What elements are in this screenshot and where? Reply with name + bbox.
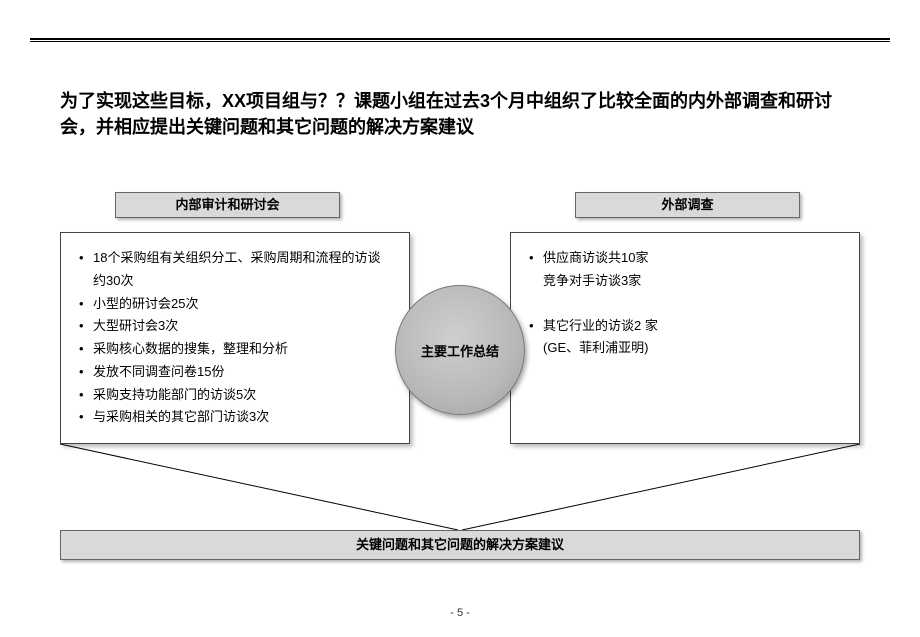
list-item: 发放不同调查问卷15份 xyxy=(79,361,391,384)
list-item: 其它行业的访谈2 家 (GE、菲利浦亚明) xyxy=(529,315,841,361)
header-internal-audit: 内部审计和研讨会 xyxy=(115,192,340,218)
center-circle-summary: 主要工作总结 xyxy=(395,285,525,415)
list-item-line: 其它行业的访谈2 家 xyxy=(543,318,658,333)
page-number: - 5 - xyxy=(0,607,920,619)
right-list-2: 其它行业的访谈2 家 (GE、菲利浦亚明) xyxy=(529,315,841,361)
list-item: 小型的研讨会25次 xyxy=(79,293,391,316)
header-external-survey: 外部调查 xyxy=(575,192,800,218)
spacer xyxy=(529,293,841,315)
top-horizontal-rule xyxy=(30,38,890,42)
list-item-line: 竞争对手访谈3家 xyxy=(543,270,841,293)
bottom-conclusion-bar: 关键问题和其它问题的解决方案建议 xyxy=(60,530,860,560)
list-item: 与采购相关的其它部门访谈3次 xyxy=(79,406,391,429)
list-item: 采购支持功能部门的访谈5次 xyxy=(79,384,391,407)
list-item-line: (GE、菲利浦亚明) xyxy=(543,337,841,360)
list-item: 供应商访谈共10家 竞争对手访谈3家 xyxy=(529,247,841,293)
list-item: 大型研讨会3次 xyxy=(79,315,391,338)
right-list: 供应商访谈共10家 竞争对手访谈3家 xyxy=(529,247,841,293)
list-item-line: 供应商访谈共10家 xyxy=(543,250,648,265)
slide-title: 为了实现这些目标，XX项目组与？？课题小组在过去3个月中组织了比较全面的内外部调… xyxy=(60,88,860,140)
list-item: 采购核心数据的搜集，整理和分析 xyxy=(79,338,391,361)
funnel-connector xyxy=(60,444,860,530)
content-box-left: 18个采购组有关组织分工、采购周期和流程的访谈约30次 小型的研讨会25次 大型… xyxy=(60,232,410,444)
left-list: 18个采购组有关组织分工、采购周期和流程的访谈约30次 小型的研讨会25次 大型… xyxy=(79,247,391,429)
list-item: 18个采购组有关组织分工、采购周期和流程的访谈约30次 xyxy=(79,247,391,293)
content-box-right: 供应商访谈共10家 竞争对手访谈3家 其它行业的访谈2 家 (GE、菲利浦亚明) xyxy=(510,232,860,444)
